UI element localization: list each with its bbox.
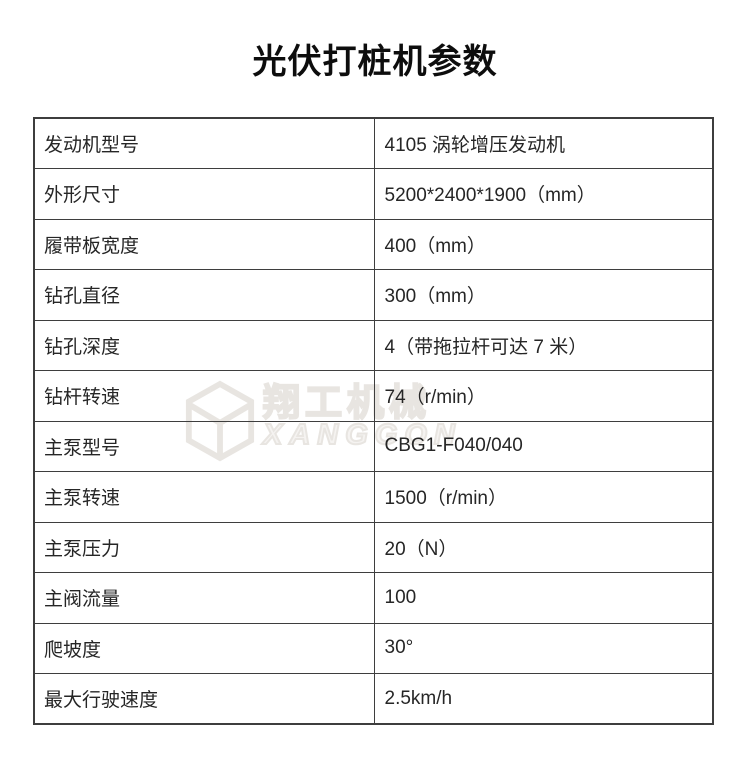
- spec-value: 400（mm）: [373, 218, 714, 270]
- spec-label: 主泵型号: [33, 420, 375, 472]
- table-row: 钻孔直径 300（mm）: [33, 269, 714, 321]
- table-row: 履带板宽度 400（mm）: [33, 218, 714, 270]
- spec-value: 4105 涡轮增压发动机: [373, 117, 714, 169]
- spec-value: 74（r/min）: [373, 370, 714, 422]
- table-row: 钻杆转速 74（r/min）: [33, 370, 714, 422]
- table-row: 主泵压力 20（N）: [33, 521, 714, 573]
- spec-value: 4（带拖拉杆可达 7 米）: [373, 319, 714, 371]
- table-row: 主泵型号 CBG1-F040/040: [33, 420, 714, 472]
- table-row: 主泵转速 1500（r/min）: [33, 471, 714, 523]
- spec-label: 主泵转速: [33, 471, 375, 523]
- spec-label: 主泵压力: [33, 521, 375, 573]
- spec-value: CBG1-F040/040: [373, 420, 714, 472]
- table-row: 钻孔深度 4（带拖拉杆可达 7 米）: [33, 319, 714, 371]
- table-row: 主阀流量 100: [33, 572, 714, 624]
- page-title: 光伏打桩机参数: [252, 42, 498, 82]
- spec-label: 发动机型号: [33, 117, 375, 169]
- table-row: 最大行驶速度 2.5km/h: [33, 673, 714, 725]
- table-row: 爬坡度 30°: [33, 622, 714, 674]
- spec-value: 100: [373, 572, 714, 624]
- spec-table-body: 发动机型号 4105 涡轮增压发动机 外形尺寸 5200*2400*1900（m…: [33, 117, 714, 725]
- spec-label: 最大行驶速度: [33, 673, 375, 725]
- table-row: 发动机型号 4105 涡轮增压发动机: [33, 117, 714, 169]
- spec-value: 2.5km/h: [373, 673, 714, 725]
- spec-value: 20（N）: [373, 521, 714, 573]
- spec-label: 履带板宽度: [33, 218, 375, 270]
- spec-value: 1500（r/min）: [373, 471, 714, 523]
- spec-label: 主阀流量: [33, 572, 375, 624]
- spec-table: 发动机型号 4105 涡轮增压发动机 外形尺寸 5200*2400*1900（m…: [33, 117, 714, 725]
- spec-value: 30°: [373, 622, 714, 674]
- spec-value: 300（mm）: [373, 269, 714, 321]
- spec-label: 爬坡度: [33, 622, 375, 674]
- spec-label: 外形尺寸: [33, 168, 375, 220]
- spec-value: 5200*2400*1900（mm）: [373, 168, 714, 220]
- table-row: 外形尺寸 5200*2400*1900（mm）: [33, 168, 714, 220]
- spec-label: 钻孔深度: [33, 319, 375, 371]
- spec-label: 钻杆转速: [33, 370, 375, 422]
- spec-label: 钻孔直径: [33, 269, 375, 321]
